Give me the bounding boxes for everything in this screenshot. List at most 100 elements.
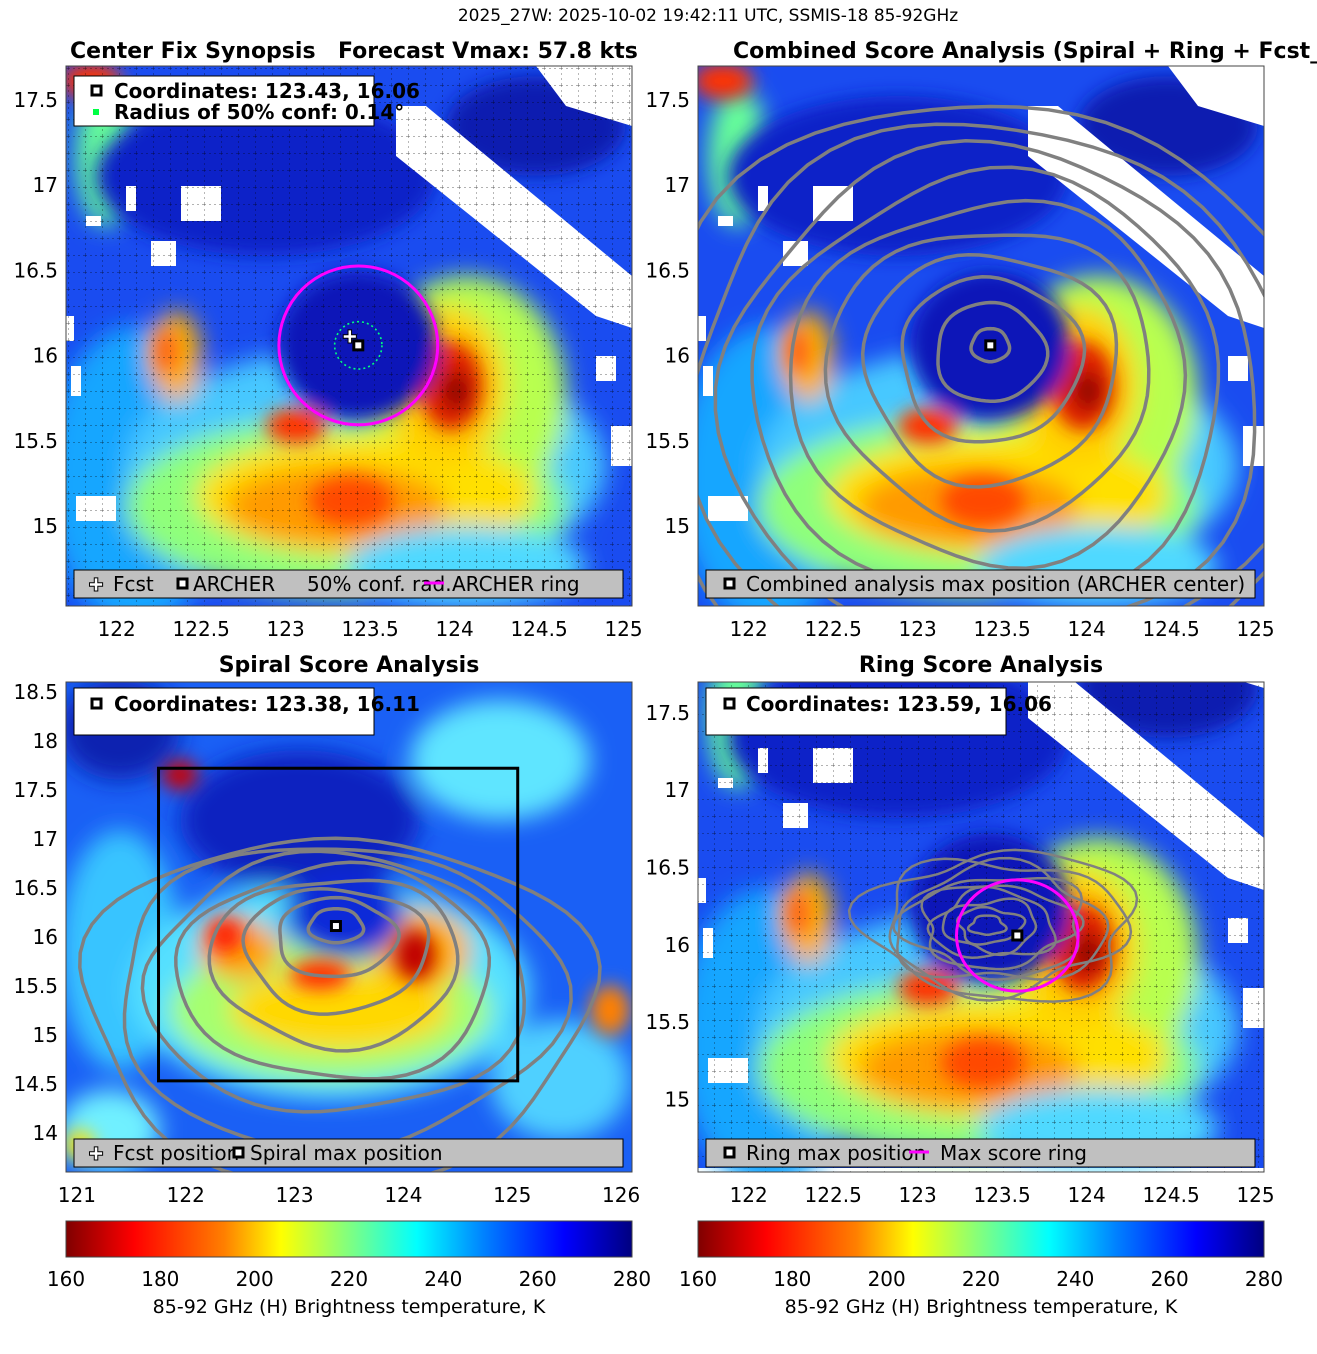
ring-contour-line (847, 848, 1139, 1003)
figure-title: 2025_27W: 2025-10-02 19:42:11 UTC, SSMIS… (458, 6, 958, 26)
x-tick-label: 123 (275, 1183, 313, 1207)
combined-max-marker (984, 339, 997, 352)
spiral-y-ticks: 14 14.5 15 15.5 16 16.5 17 17.5 18 18.5 (13, 680, 58, 1145)
legend-fcst: Fcst (113, 572, 154, 596)
ring-contour-line (888, 857, 1133, 1002)
combined-contour-line (823, 233, 1151, 533)
legend-spiral-max: Spiral max position (250, 1141, 443, 1165)
x-tick-label: 123 (267, 617, 305, 641)
x-tick-label: 121 (58, 1183, 96, 1207)
colorbar-tick-label: 260 (519, 1267, 557, 1291)
colorbar-tick-label: 280 (613, 1267, 651, 1291)
colorbar-right: 160 180 200 220 240 260 280 85-92 GHz (H) Brig… (679, 1220, 1283, 1318)
x-tick-label: 123 (899, 617, 937, 641)
max-score-ring (955, 878, 1080, 993)
colorbar-tick-label: 280 (1245, 1267, 1283, 1291)
x-tick-label: 124.5 (510, 617, 567, 641)
x-tick-label: 124.5 (1142, 1183, 1199, 1207)
x-tick-label: 124 (1068, 1183, 1106, 1207)
spiral-contour-line (174, 860, 492, 1081)
legend-archer-ring: ARCHER ring (452, 572, 580, 596)
combined-legend (705, 569, 1256, 599)
ring-score-contours (847, 848, 1139, 1003)
y-tick-label: 18.5 (13, 680, 58, 704)
ring-panel: Ring Score Analysis 122 122.5 123 123.5 124 1… (645, 653, 1275, 1207)
y-tick-label: 18 (33, 729, 58, 753)
center-fix-panel: Center Fix Synopsis Forecast Vmax: 57.8 … (13, 39, 642, 641)
x-tick-label: 122.5 (805, 617, 862, 641)
legend-fcst-position: Fcst position (113, 1141, 239, 1165)
y-tick-label: 16 (33, 344, 58, 368)
legend-archer: ARCHER (193, 572, 275, 596)
x-tick-label: 125 (493, 1183, 531, 1207)
x-tick-label: 124 (384, 1183, 422, 1207)
y-tick-label: 15 (33, 1023, 58, 1047)
archer-ring (277, 264, 440, 427)
archer-center-marker (352, 339, 365, 352)
combined-contour-line (860, 252, 1119, 489)
ring-contour-line (920, 884, 1085, 971)
colorbar-left: 160 180 200 220 240 260 280 85-92 GHz (H) Brig… (47, 1220, 651, 1318)
spiral-contour-line (207, 878, 460, 1053)
ring-info-box (705, 687, 1007, 736)
y-tick-label: 16 (665, 344, 690, 368)
x-tick-label: 124.5 (1142, 617, 1199, 641)
colorbar-tick-label: 220 (330, 1267, 368, 1291)
x-tick-label: 122 (167, 1183, 205, 1207)
spiral-contour-line (122, 847, 573, 1154)
combined-y-ticks: 15 15.5 16 16.5 17 17.5 (645, 88, 690, 538)
colorbar-tick-label: 160 (679, 1267, 717, 1291)
x-tick-label: 122 (730, 1183, 768, 1207)
combined-contour-line (698, 104, 1264, 606)
colorbar-tick-label: 260 (1151, 1267, 1189, 1291)
conf-radius-icon (93, 109, 99, 115)
ring-coordinates-icon (723, 697, 736, 710)
y-tick-label: 17.5 (13, 778, 58, 802)
legend-ring-max: Ring max position (746, 1141, 926, 1165)
spiral-contour-line (278, 895, 401, 979)
legend-combined-max: Combined analysis max position (ARCHER c… (746, 572, 1245, 596)
y-tick-label: 15 (665, 1087, 690, 1111)
x-tick-label: 125 (1236, 617, 1274, 641)
x-tick-label: 126 (602, 1183, 640, 1207)
ring-max-marker (1011, 929, 1024, 942)
spiral-coordinates: Coordinates: 123.38, 16.11 (114, 692, 420, 716)
colorbar-tick-label: 180 (141, 1267, 179, 1291)
colorbar-tick-label: 240 (424, 1267, 462, 1291)
ring-contour-line (966, 914, 1008, 937)
y-tick-label: 17.5 (645, 701, 690, 725)
ring-x-ticks: 122 122.5 123 123.5 124 124.5 125 (730, 1183, 1275, 1207)
ring-max-legend-icon (723, 1146, 736, 1159)
y-tick-label: 15 (665, 514, 690, 538)
y-tick-label: 16.5 (645, 258, 690, 282)
colorbar-left-ticks: 160 180 200 220 240 260 280 (47, 1267, 651, 1291)
spiral-contour-line (241, 887, 431, 1016)
combined-contour-line (713, 139, 1257, 606)
combined-contour-line (936, 300, 1050, 403)
spiral-max-legend-icon (232, 1146, 245, 1159)
archer-legend-icon (176, 577, 189, 590)
colorbar-tick-label: 160 (47, 1267, 85, 1291)
x-tick-label: 124 (1068, 617, 1106, 641)
ring-legend (705, 1138, 1256, 1168)
y-tick-label: 15.5 (645, 429, 690, 453)
ring-y-ticks: 15 15.5 16 16.5 17 17.5 (645, 701, 690, 1111)
conf-radius-circle (333, 320, 383, 370)
y-tick-label: 17 (33, 827, 58, 851)
combined-title: Combined Score Analysis (Spiral + Ring +… (733, 39, 1317, 64)
combined-score-contours (698, 104, 1264, 606)
center-fix-x-ticks: 122 122.5 123 123.5 124 124.5 125 (98, 617, 643, 641)
y-tick-label: 15.5 (13, 429, 58, 453)
forecast-vmax-title: Forecast Vmax: 57.8 kts (338, 39, 638, 64)
y-tick-label: 15.5 (13, 974, 58, 998)
colorbar-right-ticks: 160 180 200 220 240 260 280 (679, 1267, 1283, 1291)
x-tick-label: 123.5 (973, 617, 1030, 641)
spiral-title: Spiral Score Analysis (219, 653, 480, 678)
legend-max-score-ring: Max score ring (940, 1141, 1087, 1165)
x-tick-label: 122.5 (805, 1183, 862, 1207)
combined-contour-line (969, 326, 1012, 364)
x-tick-label: 122 (730, 617, 768, 641)
analysis-domain-box (157, 766, 520, 1083)
x-tick-label: 123 (899, 1183, 937, 1207)
x-tick-label: 125 (604, 617, 642, 641)
